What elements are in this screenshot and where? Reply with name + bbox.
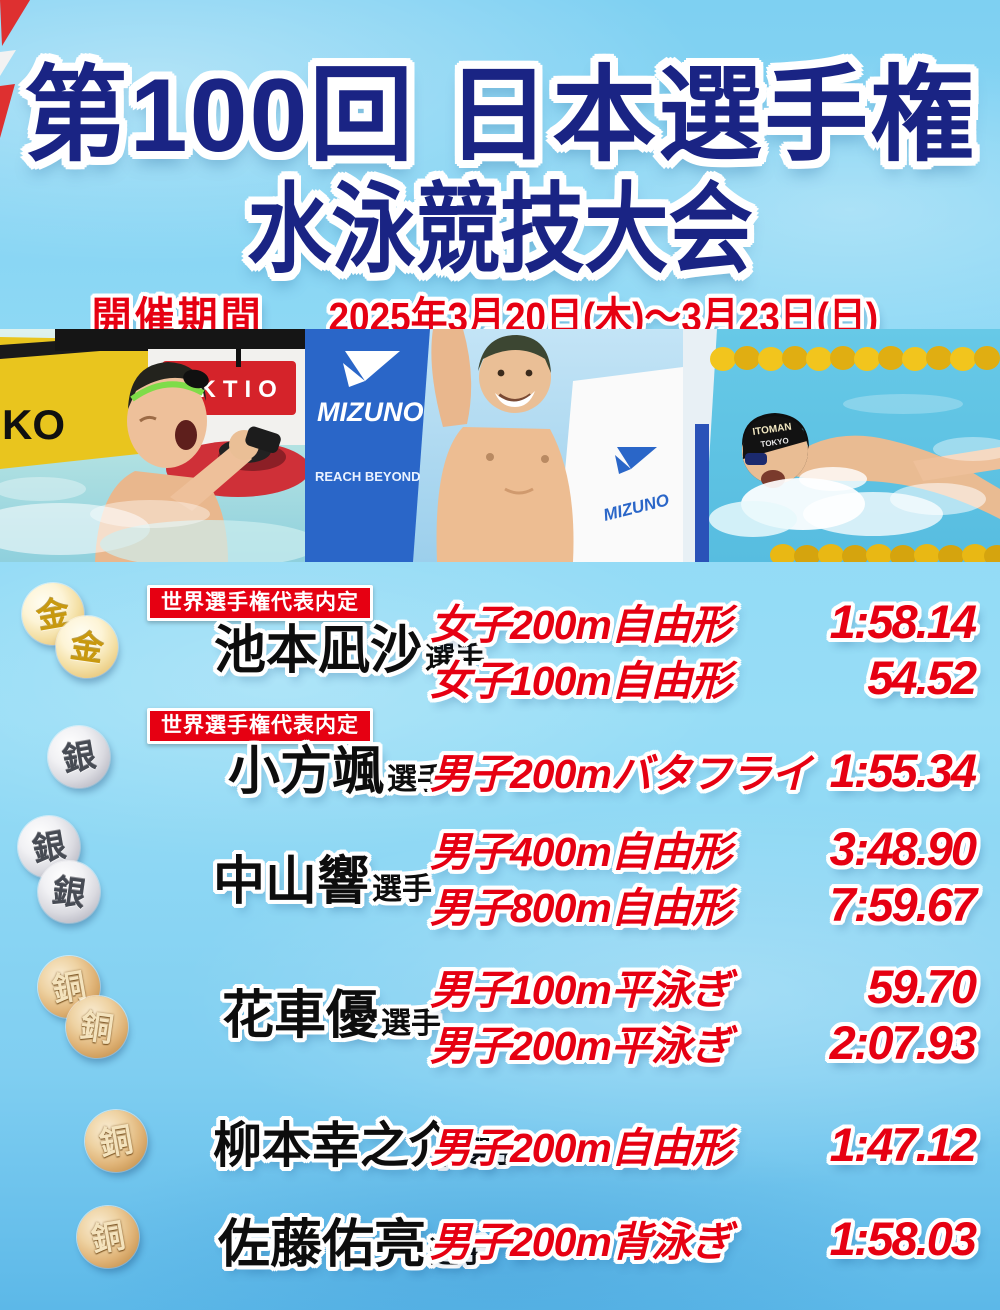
event-results: 男子100m平泳ぎ 59.70 男子200m平泳ぎ 2:07.93 (430, 948, 977, 1070)
event-name: 男子200m背泳ぎ (430, 1219, 732, 1265)
photo-strip: AKTIO KO (0, 329, 1000, 562)
event-name: 男子200mバタフライ (430, 751, 812, 797)
bronze-medal-label: 銅 (78, 1006, 116, 1048)
silver-medal-label: 銀 (50, 871, 88, 913)
event-results: 男子400m自由形 3:48.90 男子800m自由形 7:59.67 (430, 812, 977, 932)
athlete-name-text: 小方颯 (228, 743, 385, 801)
gold-medal-label: 金 (68, 626, 106, 668)
result-row-ogata: 銀 世界選手権代表内定 小方颯 選手 男子200mバタフライ 1:55.34 (0, 704, 1000, 834)
athlete-name: 柳本幸之介 選手 (213, 1114, 521, 1190)
event-time: 1:55.34 (829, 743, 977, 797)
athlete-suffix: 選手 (372, 873, 433, 906)
athlete-suffix: 選手 (461, 1136, 522, 1169)
result-row-hanaguruma: 銅 銅 花車優 選手 男子100m平泳ぎ 59.70 男子200m平泳ぎ 2:07… (0, 948, 1000, 1078)
event-time: 3:48.90 (829, 821, 977, 875)
medal-stack: 銀 銀 (13, 811, 148, 936)
athlete-name: 池本凪沙 選手 (214, 619, 485, 696)
poster-title-line1: 第100回 日本選手権 (23, 58, 977, 174)
event-time: 7:59.67 (829, 877, 977, 931)
mizuno-wordmark: MIZUNO (317, 397, 423, 427)
event-results: 男子200m背泳ぎ 1:58.03 (430, 1188, 977, 1266)
mizuno-slogan: REACH BEYOND (315, 469, 420, 484)
event-line: 男子200mバタフライ 1:55.34 (430, 742, 977, 798)
world-championship-badge: 世界選手権代表内定 (147, 585, 373, 621)
athlete-name-text: 佐藤佑亮 (218, 1216, 427, 1274)
result-row-nakayama: 銀 銀 中山響 選手 男子400m自由形 3:48.90 男子800m自由形 7:… (0, 811, 1000, 942)
event-name: 女子100m自由形 (430, 658, 732, 704)
athlete-name-text: 中山響 (213, 853, 370, 911)
bronze-medal-label: 銅 (88, 1215, 128, 1259)
event-time: 2:07.93 (829, 1015, 977, 1069)
event-results: 女子200m自由形 1:58.14 女子100m自由形 54.52 (430, 583, 977, 705)
medal-stack: 銅 (72, 1201, 207, 1310)
athlete-suffix: 選手 (387, 763, 448, 796)
athlete-name: 小方颯 選手 (228, 740, 447, 817)
event-time: 54.52 (867, 650, 977, 704)
bronze-medal-label: 銅 (96, 1119, 136, 1163)
silver-medal-icon: 銀 (43, 721, 115, 793)
photo-butterfly-swimmer: ITOMAN TOKYO (683, 329, 1000, 562)
athlete-suffix: 選手 (429, 1236, 490, 1269)
result-row-sato: 銅 佐藤佑亮 選手 男子200m背泳ぎ 1:58.03 (0, 1188, 1000, 1310)
athlete-name: 中山響 選手 (213, 850, 432, 927)
event-line: 男子400m自由形 3:48.90 (430, 820, 977, 876)
event-name: 男子200m平泳ぎ (430, 1023, 732, 1069)
lane-rope-top (710, 346, 1000, 371)
event-results: 男子200m自由形 1:47.12 (430, 1090, 977, 1172)
photo-waving-swimmer: MIZUNO REACH BEYOND MIZUNO (305, 329, 683, 562)
lane-rope-bottom (770, 544, 1000, 562)
athlete-name-text: 花車優 (222, 987, 379, 1045)
event-line: 男子100m平泳ぎ 59.70 (430, 958, 977, 1014)
athlete-name: 佐藤佑亮 選手 (218, 1213, 489, 1290)
athlete-name: 花車優 選手 (222, 984, 441, 1061)
event-time: 1:58.03 (829, 1211, 977, 1265)
event-line: 男子200m背泳ぎ 1:58.03 (430, 1210, 977, 1266)
event-time: 59.70 (867, 959, 977, 1013)
bronze-medal-icon: 銅 (80, 1105, 152, 1177)
pennant-flags-decoration (0, 0, 30, 138)
poster-title-line2: 水泳競技大会 (247, 174, 753, 284)
event-time: 1:58.14 (829, 594, 977, 648)
event-line: 男子800m自由形 7:59.67 (430, 876, 977, 932)
photo-celebrating-swimmer: AKTIO KO (0, 329, 305, 562)
event-name: 男子100m平泳ぎ (430, 967, 732, 1013)
event-time: 1:47.12 (829, 1117, 977, 1171)
event-line: 男子200m自由形 1:47.12 (430, 1116, 977, 1172)
event-name: 男子800m自由形 (430, 885, 732, 931)
bronze-medal-icon: 銅 (72, 1201, 144, 1273)
cap-text-itoman: ITOMAN (752, 422, 792, 438)
silver-medal-label: 銀 (59, 735, 99, 779)
cap-text-tokyo: TOKYO (760, 436, 789, 449)
event-line: 女子200m自由形 1:58.14 (430, 593, 977, 649)
athlete-suffix: 選手 (381, 1007, 442, 1040)
event-name: 女子200m自由形 (430, 602, 732, 648)
seiko-board-text: KO (2, 401, 65, 448)
event-line: 男子200m平泳ぎ 2:07.93 (430, 1014, 977, 1070)
event-name: 男子400m自由形 (430, 829, 732, 875)
world-championship-badge: 世界選手権代表内定 (147, 708, 373, 744)
athlete-name-text: 池本凪沙 (214, 622, 423, 680)
event-line: 女子100m自由形 54.52 (430, 649, 977, 705)
mizuno-backdrop (305, 329, 430, 562)
athlete-suffix: 選手 (425, 642, 486, 675)
medal-stack: 銅 銅 (33, 951, 168, 1076)
medal-stack: 金 金 (17, 578, 152, 703)
result-row-ikemoto: 金 金 世界選手権代表内定 池本凪沙 選手 女子200m自由形 1:58.14 女… (0, 578, 1000, 713)
result-row-yanagimoto: 銅 柳本幸之介 選手 男子200m自由形 1:47.12 (0, 1090, 1000, 1220)
event-name: 男子200m自由形 (430, 1125, 732, 1171)
event-results: 男子200mバタフライ 1:55.34 (430, 704, 977, 798)
athlete-name-text: 柳本幸之介 (213, 1119, 459, 1173)
